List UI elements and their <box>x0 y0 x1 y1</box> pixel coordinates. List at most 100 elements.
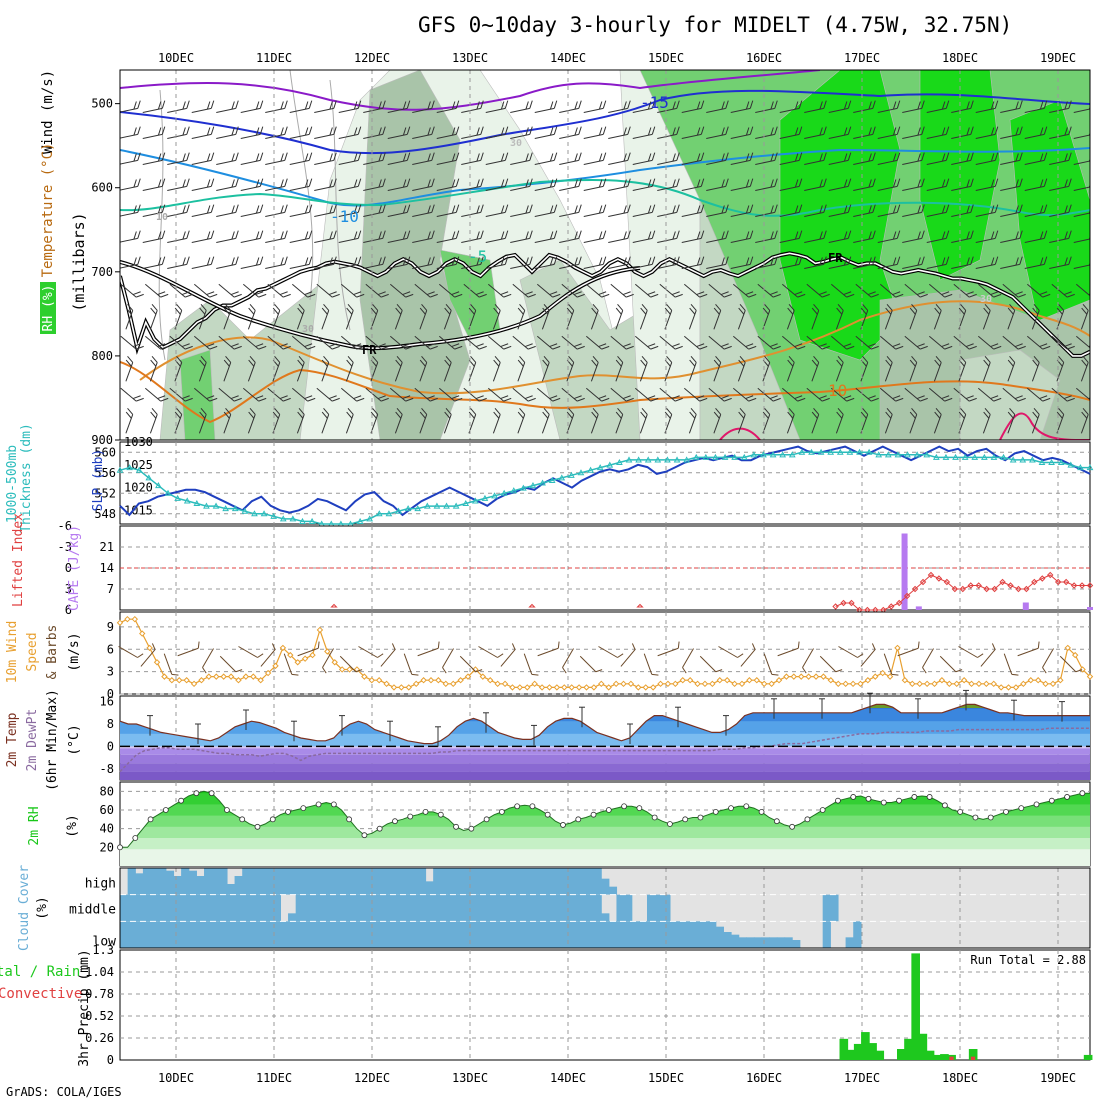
wind-barb-shaft <box>436 263 457 269</box>
wind-barb-flag <box>427 179 431 188</box>
wind-barb <box>289 204 313 217</box>
wind-barb <box>933 408 942 434</box>
wind-barb-flag <box>794 395 803 400</box>
wind-barb-shaft <box>463 283 480 298</box>
wind-barb-flag <box>738 307 745 315</box>
wind-barb-flag <box>1039 257 1044 266</box>
wind-barb-shaft <box>853 263 873 269</box>
wind-barb-flag <box>847 178 852 187</box>
thickness-marker <box>721 453 729 460</box>
wind-barb-shaft <box>828 159 849 165</box>
wind-barb-shaft <box>877 159 898 165</box>
wind-barb-flag <box>525 231 529 240</box>
wind-barb <box>732 387 757 402</box>
wind-barb-flag <box>230 395 239 400</box>
wind-barb <box>387 100 411 113</box>
wind-speed-marker <box>331 659 338 666</box>
wind-tick-label: 6 <box>107 642 114 656</box>
wind-barb-flag <box>150 411 157 419</box>
wind-barb-flag <box>186 152 190 161</box>
surface-barb-shaft <box>140 649 156 667</box>
wind-barb <box>853 204 876 217</box>
cloud-cell <box>440 868 450 895</box>
wind-barb <box>1024 126 1048 139</box>
temp-tick-label: 8 <box>107 717 114 731</box>
cloud-cell <box>417 921 427 948</box>
wind-barb <box>1024 178 1048 191</box>
wind-barb-shaft <box>828 237 849 243</box>
wind-barb <box>608 126 631 139</box>
wind-barb-flag <box>870 397 879 402</box>
wind-barb-shaft <box>240 237 261 243</box>
wind-speed-marker <box>923 680 931 688</box>
wind-barb-flag <box>723 293 732 298</box>
wind-barb-flag <box>426 291 435 296</box>
wind-barb-shaft <box>879 335 896 350</box>
wind-barb <box>828 204 852 217</box>
cloud-cell <box>731 934 740 948</box>
wind-barb <box>975 204 999 217</box>
wind-barb-flag <box>749 178 754 187</box>
wind-barb-flag <box>917 257 921 266</box>
wind-barb <box>1026 387 1051 402</box>
li-marker <box>832 603 839 610</box>
wind-barb-flag <box>258 293 267 298</box>
wind-barb <box>144 387 169 402</box>
wind-barb <box>289 256 313 269</box>
contour-label: FR <box>828 251 843 265</box>
wind-barb-flag <box>210 178 215 187</box>
wind-barb-flag <box>405 397 414 402</box>
cloud-cell <box>387 921 396 948</box>
wind-barb-shaft <box>909 414 918 434</box>
cape-bar <box>901 533 908 610</box>
wind-barb-shaft <box>296 310 305 330</box>
thickness-marker <box>251 510 258 517</box>
wind-barb-shaft <box>438 283 455 298</box>
wind-barb-flag <box>307 397 316 402</box>
wind-speed-marker <box>153 659 161 666</box>
wind-barb <box>510 230 533 243</box>
wind-barb-flag <box>811 307 818 315</box>
wind-barb-flag <box>868 257 872 266</box>
wind-barb-shaft <box>438 387 455 402</box>
wind-barb-flag <box>941 127 946 136</box>
wind-barb-flag <box>762 307 769 315</box>
cloud-cell <box>394 921 404 948</box>
cloud-cell <box>356 921 366 948</box>
wind-barb-shaft <box>779 133 800 139</box>
wind-barb-flag <box>921 230 925 239</box>
wind-barb-flag <box>823 126 827 135</box>
cloud-cell <box>280 921 289 948</box>
wind-barb <box>835 304 844 330</box>
wind-speed-marker <box>820 673 827 680</box>
wind-barb <box>830 335 855 350</box>
wind-barb-flag <box>823 100 827 109</box>
wind-barb <box>755 126 778 139</box>
wind-barb-shaft <box>657 133 677 139</box>
wind-barb-shaft <box>730 237 751 243</box>
wind-barb-flag <box>592 304 599 311</box>
wind-barb-shaft <box>902 159 922 165</box>
surface-wind-barb <box>763 653 779 676</box>
wind-barb <box>338 204 362 217</box>
wind-barb <box>804 126 827 139</box>
wind-barb <box>512 387 536 402</box>
wind-barb <box>120 178 141 191</box>
wind-barb-flag <box>867 395 876 400</box>
wind-speed-marker <box>324 648 331 655</box>
thickness-marker <box>596 464 604 471</box>
wind-speed-marker <box>968 680 975 688</box>
wind-barb-shaft <box>853 185 873 191</box>
wind-barb <box>559 126 582 139</box>
wind-barb <box>639 304 648 330</box>
wind-barb-flag <box>426 343 435 348</box>
wind-barb-flag <box>935 408 942 415</box>
wind-barb-flag <box>549 257 554 266</box>
wind-barb-flag <box>769 395 778 400</box>
wind-barb-flag <box>431 100 435 109</box>
wind-barb <box>757 335 781 350</box>
wind-barb-flag <box>818 395 827 400</box>
wind-speed-marker <box>901 677 909 684</box>
wind-barb-flag <box>402 257 407 266</box>
wind-barb-flag <box>574 153 578 162</box>
